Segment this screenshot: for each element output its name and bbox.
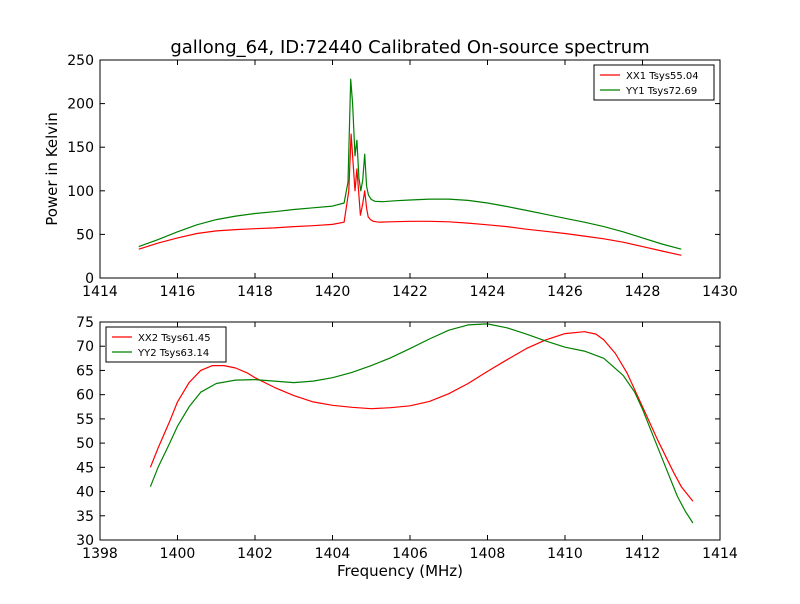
top-series-2-line (138, 78, 682, 250)
bottom-legend-box (105, 326, 227, 363)
top-y-tick-label: 0 (85, 271, 94, 287)
top-x-tick-label: 1422 (392, 284, 428, 300)
top-y-tick-label: 200 (67, 97, 94, 113)
figure-title: gallong_64, ID:72440 Calibrated On-sourc… (170, 37, 649, 58)
top-y-tick-label: 250 (67, 53, 94, 69)
bottom-x-tick-label: 1412 (625, 546, 661, 562)
top-x-tick-label: 1416 (160, 284, 196, 300)
bottom-legend-label-1: XX2 Tsys61.45 (138, 333, 211, 344)
bottom-y-tick-label: 70 (76, 339, 94, 355)
top-x-tick-label: 1426 (547, 284, 583, 300)
bottom-y-tick-label: 35 (76, 509, 94, 525)
top-legend: XX1 Tsys55.04 YY1 Tsys72.69 (593, 64, 715, 101)
top-x-tick-label: 1414 (82, 284, 118, 300)
bottom-series-2-line (149, 323, 694, 524)
bottom-x-axis-label: Frequency (MHz) (337, 562, 463, 580)
bottom-y-tick-label: 55 (76, 412, 94, 428)
bottom-x-tick-label: 1414 (702, 546, 738, 562)
bottom-y-tick-label: 45 (76, 460, 94, 476)
top-x-tick-label: 1424 (470, 284, 506, 300)
top-x-tick-label: 1418 (237, 284, 273, 300)
top-legend-label-2: YY1 Tsys72.69 (625, 86, 697, 97)
top-y-tick-label: 150 (67, 140, 94, 156)
top-x-tick-label: 1420 (315, 284, 351, 300)
bottom-y-tick-label: 60 (76, 388, 94, 404)
top-y-tick-label: 100 (67, 184, 94, 200)
top-series-1-line (138, 133, 682, 256)
bottom-x-tick-label: 1400 (160, 546, 196, 562)
bottom-legend-label-2: YY2 Tsys63.14 (137, 348, 209, 359)
top-x-tick-label: 1430 (702, 284, 738, 300)
bottom-y-tick-label: 75 (76, 315, 94, 331)
top-y-tick-label: 50 (76, 227, 94, 243)
bottom-y-tick-label: 30 (76, 533, 94, 549)
bottom-x-tick-label: 1408 (470, 546, 506, 562)
bottom-series-1-line (149, 331, 694, 502)
bottom-y-tick-label: 50 (76, 436, 94, 452)
bottom-x-tick-label: 1398 (82, 546, 118, 562)
bottom-x-tick-label: 1410 (547, 546, 583, 562)
top-y-axis-label: Power in Kelvin (43, 112, 61, 226)
bottom-y-tick-label: 40 (76, 485, 94, 501)
top-legend-label-1: XX1 Tsys55.04 (626, 71, 699, 82)
bottom-x-tick-label: 1404 (315, 546, 351, 562)
bottom-legend: XX2 Tsys61.45 YY2 Tsys63.14 (105, 326, 227, 363)
bottom-y-tick-label: 65 (76, 363, 94, 379)
bottom-x-tick-label: 1406 (392, 546, 428, 562)
top-x-tick-label: 1428 (625, 284, 661, 300)
bottom-x-tick-label: 1402 (237, 546, 273, 562)
top-legend-box (593, 64, 715, 101)
